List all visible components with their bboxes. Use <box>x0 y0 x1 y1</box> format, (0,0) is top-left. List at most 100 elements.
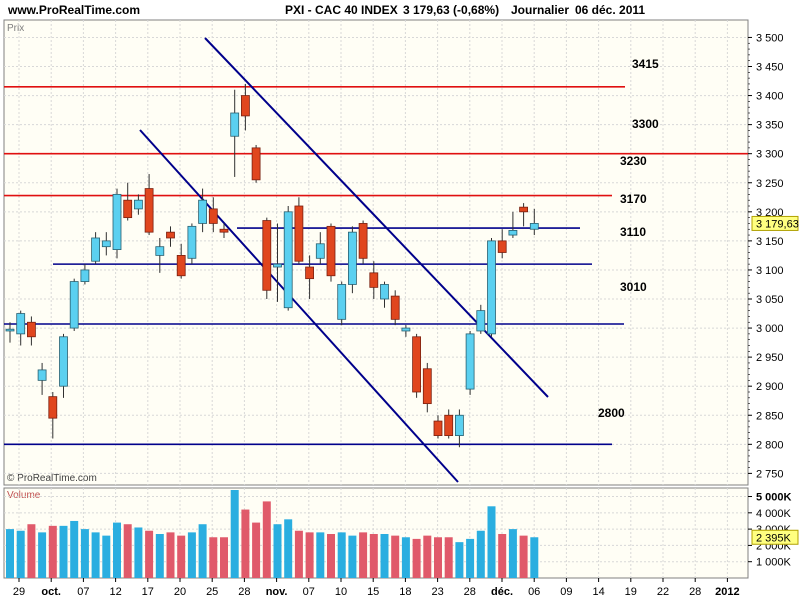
last-volume-tag-text: 2 395K <box>756 532 792 544</box>
x-tick-label: 29 <box>13 586 25 598</box>
last-price-tag-box <box>751 215 799 231</box>
y-tick-label: 3 100 <box>756 265 784 277</box>
candle <box>326 223 336 282</box>
candle-body <box>273 263 282 268</box>
volume-bar <box>209 537 218 578</box>
candle <box>69 278 79 331</box>
candle-body <box>48 396 58 419</box>
volume-bar <box>305 532 314 578</box>
y-tick-label: 3 300 <box>756 149 784 161</box>
candle-body <box>123 199 133 219</box>
candle <box>262 217 272 299</box>
candle-body <box>487 240 496 335</box>
volume-bar <box>59 525 68 578</box>
volume-bar <box>476 530 485 578</box>
volume-bar <box>187 532 196 578</box>
candle <box>101 232 111 256</box>
trendline-upper <box>204 37 549 398</box>
x-tick-label: 07 <box>303 586 315 598</box>
candle-body <box>412 336 422 393</box>
candle-body <box>444 414 454 436</box>
candle-body <box>251 147 261 181</box>
candle <box>144 174 154 236</box>
candle-body <box>262 220 272 291</box>
volume-bar <box>102 535 111 578</box>
copyright-label: © ProRealTime.com <box>7 473 97 484</box>
candle <box>91 232 100 265</box>
volume-panel-label: Volume <box>7 490 41 501</box>
volume-bar <box>337 532 346 578</box>
quote-date: 06 déc. 2011 <box>575 3 645 17</box>
candle <box>347 226 357 294</box>
x-tick-label: 17 <box>142 586 154 598</box>
candle-body <box>198 199 208 224</box>
candle-body <box>347 231 357 285</box>
candle-body <box>315 243 325 259</box>
candle <box>16 310 26 346</box>
candle <box>155 237 165 273</box>
volume-bar <box>262 501 271 578</box>
volume-bar <box>508 529 517 578</box>
candle <box>401 325 411 337</box>
level-label-3170: 3170 <box>620 192 647 206</box>
volume-bar <box>444 537 453 578</box>
volume-bar <box>294 530 303 578</box>
candle <box>315 232 325 265</box>
candle-body <box>433 420 443 436</box>
candle <box>198 188 208 233</box>
y-tick-label: 3 500 <box>756 32 784 44</box>
y-tick-label: 3 000 <box>756 323 784 335</box>
candle-body <box>208 208 218 224</box>
candle <box>444 409 454 439</box>
candle <box>176 243 186 279</box>
volume-bar <box>487 506 496 578</box>
level-lines: 3415 3300 3230 3170 3110 3010 2800 <box>4 57 748 446</box>
volume-bar <box>155 534 164 578</box>
x-tick-label: 28 <box>689 586 701 598</box>
candle <box>294 197 304 265</box>
candle-body <box>294 205 304 262</box>
period-label: Journalier <box>511 3 569 17</box>
volume-bar <box>16 530 25 578</box>
candle-body <box>465 333 475 390</box>
candle <box>476 304 486 334</box>
last-volume-tag-box <box>751 529 799 545</box>
candle <box>390 290 400 326</box>
y-tick-label: 2 950 <box>756 352 784 364</box>
candle-body <box>37 369 47 381</box>
candle <box>305 255 315 299</box>
y-tick-label: 3 450 <box>756 62 784 74</box>
volume-bar <box>530 537 539 578</box>
candle-body <box>358 223 368 259</box>
candle-body <box>326 225 336 277</box>
candle <box>508 211 518 238</box>
x-tick-label: 19 <box>625 586 637 598</box>
volume-tick-label: 4 000K <box>756 508 792 520</box>
volume-bar <box>348 535 357 578</box>
candle <box>112 188 122 259</box>
price-panel <box>3 19 749 486</box>
candle-body <box>476 310 486 332</box>
candle <box>465 330 475 395</box>
candle <box>26 316 36 346</box>
volume-bars <box>6 490 539 578</box>
x-tick-label: 22 <box>657 586 669 598</box>
volume-tick-label: 5 000K <box>756 492 792 504</box>
volume-bar <box>220 537 228 578</box>
level-label-3415: 3415 <box>632 57 659 71</box>
volume-bar <box>369 534 378 578</box>
candle-body <box>112 193 122 250</box>
y-tick-label: 3 150 <box>756 236 784 248</box>
volume-bar <box>177 535 186 578</box>
x-tick-label: 20 <box>174 586 186 598</box>
x-tick-label: 28 <box>464 586 476 598</box>
volume-bar <box>434 537 442 578</box>
last-volume-tag: 2 395K <box>751 529 799 545</box>
x-tick-label: 10 <box>335 586 347 598</box>
level-label-3300: 3300 <box>632 117 659 131</box>
volume-bar <box>134 527 143 578</box>
candle-body <box>155 246 165 256</box>
candle-body <box>187 225 197 259</box>
y-tick-label: 3 350 <box>756 120 784 132</box>
